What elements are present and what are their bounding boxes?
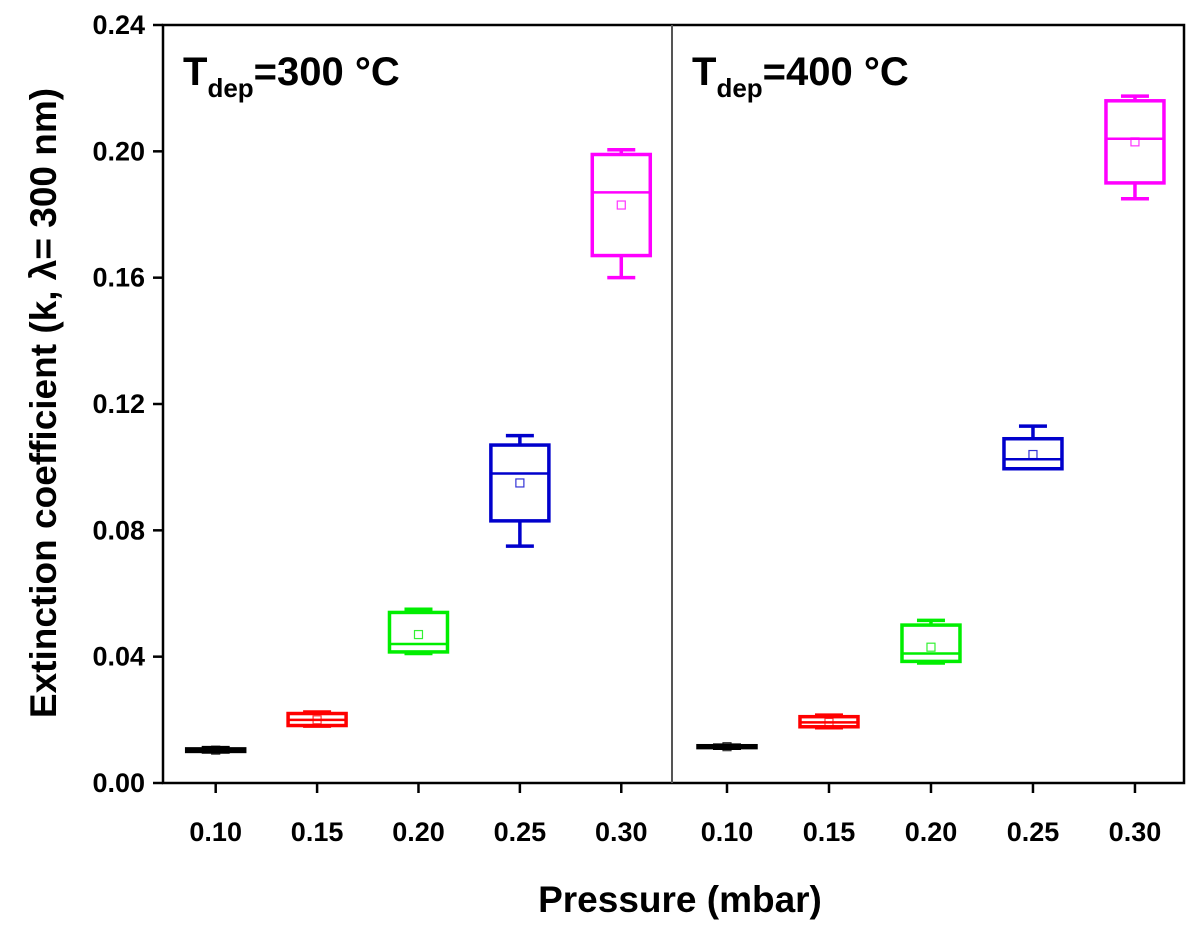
x-tick-label: 0.25 xyxy=(1007,817,1060,847)
panel-label-2: Tdep=400 °C xyxy=(692,50,909,103)
iqr-box xyxy=(900,623,962,664)
mean-marker xyxy=(515,478,525,488)
iqr-box xyxy=(1104,99,1166,185)
iqr-box xyxy=(1002,436,1064,471)
y-tick-label: 0.24 xyxy=(92,10,145,40)
mean-marker xyxy=(413,629,424,640)
panel-label-1: Tdep=300 °C xyxy=(183,50,400,103)
y-tick-label: 0.08 xyxy=(92,515,145,545)
x-tick-label: 0.30 xyxy=(595,817,648,847)
iqr-box xyxy=(590,152,653,258)
mean-marker xyxy=(1028,449,1038,460)
x-tick-label: 0.20 xyxy=(905,817,958,847)
box-2-0.30 xyxy=(1104,94,1166,201)
mean-marker xyxy=(312,715,322,725)
x-tick-label: 0.15 xyxy=(291,817,344,847)
mean-marker xyxy=(722,742,732,752)
y-tick-label: 0.04 xyxy=(92,642,145,672)
panel-label-main: T xyxy=(692,50,716,94)
mean-marker xyxy=(211,745,221,755)
x-tick-label: 0.30 xyxy=(1109,817,1162,847)
box-2-0.25 xyxy=(1002,424,1064,471)
y-tick-label: 0.00 xyxy=(92,768,145,798)
panel-label-main: T xyxy=(183,50,207,94)
y-tick-label: 0.20 xyxy=(92,136,145,166)
y-axis-title: Extinction coefficient (k, λ= 300 nm) xyxy=(23,88,64,718)
y-tick-label: 0.12 xyxy=(92,389,145,419)
x-tick-label: 0.15 xyxy=(803,817,856,847)
box-2-0.20 xyxy=(900,618,962,665)
y-tick-label: 0.16 xyxy=(92,263,145,293)
panel-label-rest: =400 °C xyxy=(763,50,909,94)
labels-layer: Pressure (mbar) Extinction coefficient (… xyxy=(23,10,1161,920)
x-tick-label: 0.25 xyxy=(494,817,547,847)
box-2-0.15 xyxy=(798,713,860,730)
marks-layer xyxy=(184,94,1166,755)
x-axis-title: Pressure (mbar) xyxy=(538,879,822,920)
plot-frame xyxy=(161,23,1186,785)
box-1-0.20 xyxy=(387,607,450,656)
x-tick-label: 0.20 xyxy=(392,817,445,847)
box-1-0.15 xyxy=(286,710,348,728)
panel-label-sub: dep xyxy=(716,73,762,103)
axes-layer xyxy=(153,23,1186,793)
box-1-0.30 xyxy=(590,148,653,280)
mean-marker xyxy=(616,200,626,210)
box-2-0.10 xyxy=(696,742,758,752)
x-tick-label: 0.10 xyxy=(701,817,754,847)
iqr-box xyxy=(489,443,551,523)
iqr-box xyxy=(387,610,450,654)
mean-marker xyxy=(824,717,834,727)
panel-label-sub: dep xyxy=(207,73,253,103)
box-1-0.25 xyxy=(489,433,551,548)
mean-marker xyxy=(926,642,936,652)
x-tick-label: 0.10 xyxy=(189,817,242,847)
panel-label-rest: =300 °C xyxy=(254,50,400,94)
mean-marker xyxy=(1130,137,1140,147)
box-1-0.10 xyxy=(184,745,247,755)
